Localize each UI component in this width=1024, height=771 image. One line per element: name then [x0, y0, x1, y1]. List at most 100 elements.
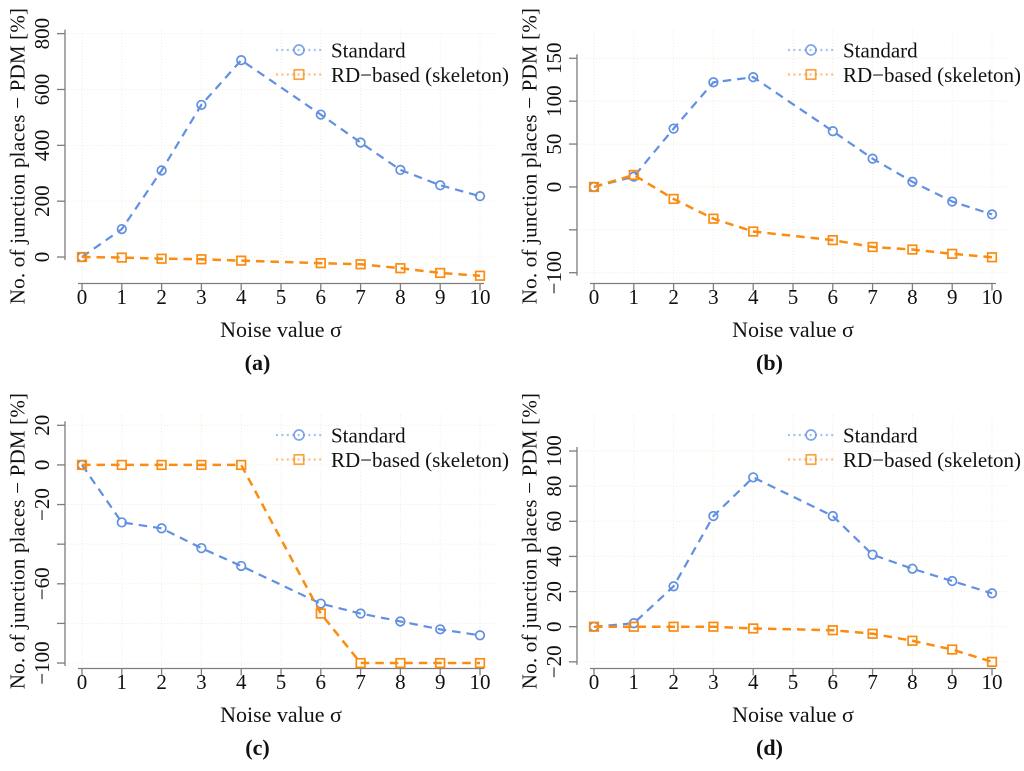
data-point-standard: [156, 165, 167, 176]
x-tick-label: 3: [708, 670, 719, 694]
data-point-standard: [867, 153, 878, 164]
series-line-standard: [81, 58, 481, 258]
legend-item-rd: RD−based (skeleton): [788, 63, 1021, 87]
legend-label: RD−based (skeleton): [843, 63, 1021, 87]
legend-label: RD−based (skeleton): [331, 63, 509, 87]
legend-item-rd: RD−based (skeleton): [788, 448, 1021, 472]
y-tick-label: −60: [30, 567, 54, 600]
y-tick-label: 0: [30, 460, 54, 471]
subplot-a: 0 1 2 3 4 5 6 7 8 9 10 0 200 400 600 800 Standard RD−base…: [0, 0, 512, 385]
subplot-b: 0 1 2 3 4 5 6 7 8 9 10 −100 0 50 100 150 Standard RD−base…: [512, 0, 1024, 385]
x-tick-label: 6: [316, 670, 327, 694]
data-point-rd: [827, 234, 838, 246]
y-tick-label: 20: [30, 415, 54, 436]
y-tick-label: 0: [30, 252, 54, 263]
y-tick-label: 80: [542, 476, 566, 497]
gridlines: [577, 415, 1009, 668]
y-tick-label: 40: [542, 546, 566, 567]
y-tick-label: 400: [30, 130, 54, 162]
x-tick-label: 7: [355, 670, 366, 694]
data-point-rd: [156, 253, 167, 264]
data-point-standard: [708, 77, 719, 88]
series-line-rd: [81, 255, 481, 277]
data-point-standard: [355, 137, 366, 148]
y-tick-label: 0: [542, 621, 566, 632]
data-point-rd: [116, 459, 127, 471]
series-standard: [76, 55, 486, 263]
data-point-rd: [236, 255, 247, 266]
data-point-rd: [748, 226, 759, 237]
x-tick-label: 9: [947, 285, 958, 309]
tick-labels: 0 1 2 3 4 5 6 7 8 9 10 0 200 400 600 800: [30, 18, 491, 309]
legend-marker-square: [293, 68, 305, 81]
data-point-standard: [907, 563, 918, 574]
data-point-rd: [315, 258, 326, 269]
data-point-standard: [474, 630, 486, 641]
legend-label: Standard: [843, 39, 918, 63]
x-tick-label: 8: [395, 670, 406, 694]
data-point-standard: [947, 575, 958, 587]
data-point-rd: [668, 621, 679, 632]
x-tick-label: 10: [470, 285, 491, 309]
axes: [57, 421, 484, 676]
x-axis-title: Noise value σ: [732, 702, 854, 727]
data-point-rd: [116, 252, 127, 263]
data-point-rd: [628, 621, 639, 632]
data-point-rd: [76, 459, 88, 471]
y-tick-label: 60: [542, 511, 566, 532]
legend-item-rd: RD−based (skeleton): [276, 448, 509, 472]
x-tick-label: 4: [748, 285, 759, 309]
x-tick-label: 0: [77, 670, 88, 694]
x-tick-label: 1: [117, 285, 128, 309]
series-rd: [588, 621, 998, 668]
data-point-rd: [588, 621, 600, 632]
gridlines: [65, 30, 497, 283]
legend-marker-square: [293, 453, 305, 466]
legend-marker-circle: [805, 44, 817, 56]
data-point-standard: [748, 72, 759, 83]
legend-label: Standard: [331, 39, 406, 63]
data-point-standard: [116, 223, 127, 235]
x-axis-title: Noise value σ: [220, 317, 342, 342]
axes: [57, 29, 484, 291]
data-point-rd: [668, 193, 679, 205]
data-point-rd: [748, 623, 759, 634]
y-tick-label: 100: [542, 435, 566, 467]
legend-marker-square: [805, 453, 817, 466]
y-axis-title: No. of junction places − PDM [%]: [5, 7, 30, 305]
data-point-rd: [474, 270, 486, 281]
y-axis-title: No. of junction places − PDM [%]: [517, 7, 542, 305]
data-point-standard: [395, 616, 406, 627]
legend-item-standard: Standard: [788, 39, 918, 63]
x-tick-label: 8: [907, 670, 918, 694]
subplot-caption-c: (c): [245, 735, 270, 760]
data-point-standard: [827, 510, 838, 522]
data-point-standard: [907, 176, 918, 187]
y-tick-label: 100: [542, 85, 566, 117]
axes: [569, 447, 996, 676]
subplot-caption-d: (d): [756, 735, 783, 760]
data-point-standard: [156, 523, 167, 534]
data-point-standard: [116, 517, 127, 528]
subplot-caption-b: (b): [756, 350, 783, 375]
series-rd: [588, 169, 998, 263]
data-point-rd: [315, 608, 326, 619]
y-tick-label: 20: [542, 581, 566, 602]
x-tick-label: 6: [828, 670, 839, 694]
subplot-c: 0 1 2 3 4 5 6 7 8 9 10 −100 −60 −20 0 20 Standard RD−base…: [0, 385, 512, 771]
data-point-rd: [827, 625, 838, 636]
data-point-standard: [435, 180, 446, 191]
legend-item-rd: RD−based (skeleton): [276, 63, 509, 87]
subplot-d: 0 1 2 3 4 5 6 7 8 9 10 −20 0 20 40 60 80 100 Standard RD−ba…: [512, 385, 1024, 771]
subplot-caption-a: (a): [244, 350, 271, 375]
data-point-rd: [947, 248, 958, 259]
series-line-rd: [82, 463, 480, 665]
data-point-standard: [668, 123, 679, 134]
x-tick-label: 9: [435, 670, 446, 694]
x-tick-label: 3: [196, 670, 207, 694]
legend-label: RD−based (skeleton): [331, 448, 509, 472]
x-tick-label: 7: [867, 285, 878, 309]
y-tick-label: 150: [542, 43, 566, 75]
gridlines: [65, 415, 497, 668]
